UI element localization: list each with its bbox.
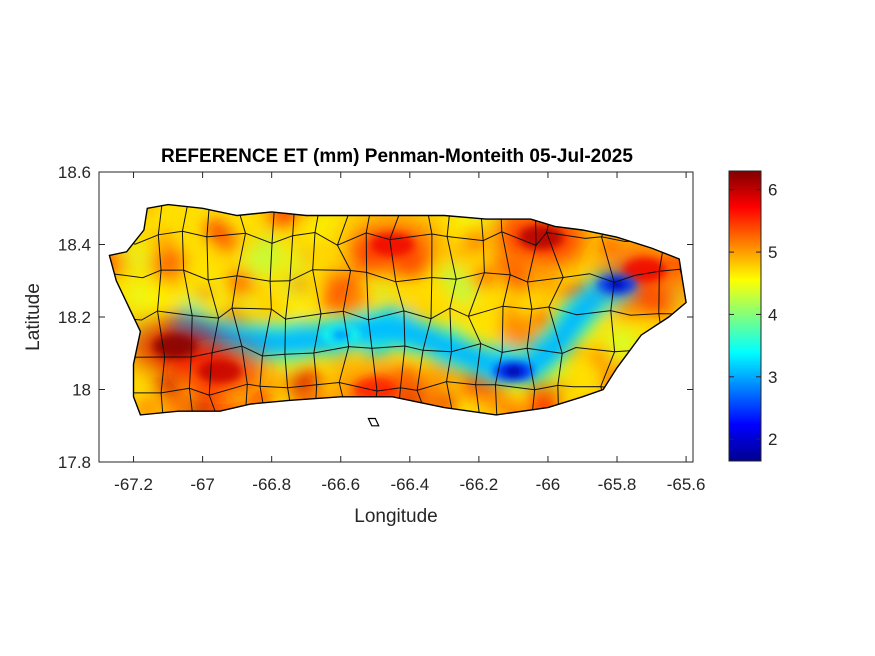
- y-axis-label: Latitude: [23, 283, 44, 351]
- municipality-line: [110, 230, 687, 246]
- field-patch: [501, 301, 520, 321]
- field-patch: [592, 347, 611, 365]
- colorbar-tick-label: 2: [768, 430, 777, 449]
- x-tick-label: -65.6: [667, 475, 706, 494]
- x-tick-label: -66: [536, 475, 561, 494]
- field-patch: [504, 326, 521, 342]
- hotspot-core: [197, 359, 242, 384]
- colorbar-tick-label: 4: [768, 305, 777, 324]
- field-patch: [373, 282, 391, 299]
- field-patch: [145, 291, 179, 326]
- field-patch: [452, 278, 476, 303]
- coldspot-core: [330, 329, 351, 342]
- x-tick-label: -65.8: [598, 475, 637, 494]
- x-tick-label: -67: [190, 475, 215, 494]
- x-axis-label: Longitude: [354, 506, 437, 527]
- y-tick-label: 18.6: [58, 163, 91, 182]
- municipality-line: [109, 343, 687, 358]
- x-axis-ticks: -67.2 -67 -66.8 -66.6 -66.4 -66.2 -66 -65.8 -65.…: [114, 172, 705, 494]
- field-patch: [599, 313, 617, 331]
- hotspot-core: [353, 377, 398, 402]
- field-patch: [266, 211, 284, 229]
- municipality-line: [109, 381, 687, 396]
- coastline: [108, 203, 687, 416]
- hotspot-core: [153, 334, 197, 358]
- coldspot-core: [503, 365, 524, 378]
- field-patch: [502, 264, 534, 296]
- field-patch: [268, 374, 287, 393]
- municipality-boundaries: [109, 204, 687, 415]
- hotspot-core: [370, 232, 415, 257]
- field-patch: [530, 308, 553, 331]
- x-tick-label: -66.8: [252, 475, 291, 494]
- coldspot-core: [607, 278, 627, 291]
- y-tick-label: 17.8: [58, 453, 91, 472]
- field-patch: [493, 253, 511, 270]
- islets: [367, 417, 380, 427]
- y-tick-label: 18.2: [58, 308, 91, 327]
- field-patch: [466, 325, 480, 339]
- field-patch: [109, 248, 123, 277]
- field-patch: [211, 223, 229, 242]
- municipality-line: [109, 268, 681, 283]
- field-patch: [300, 251, 313, 264]
- field-patch: [473, 268, 495, 289]
- field-patch: [291, 234, 307, 251]
- hotspot-core: [519, 225, 563, 250]
- colorbar-ticks: 2 3 4 5 6: [729, 181, 777, 449]
- field-patch: [234, 293, 257, 316]
- x-tick-label: -66.2: [460, 475, 499, 494]
- colorbar: [728, 170, 762, 462]
- chart-title: REFERENCE ET (mm) Penman-Monteith 05-Jul…: [161, 146, 633, 167]
- field-patch: [151, 246, 186, 281]
- y-tick-label: 18: [72, 381, 91, 400]
- field-patch: [305, 210, 340, 244]
- x-tick-label: -67.2: [114, 475, 153, 494]
- low-et-band: [170, 269, 639, 383]
- field-patch: [345, 286, 370, 311]
- field-patch: [254, 296, 288, 330]
- y-tick-label: 18.4: [58, 236, 91, 255]
- colorbar-tick-label: 5: [768, 243, 777, 262]
- field-patch: [158, 373, 182, 397]
- field-patch: [255, 245, 282, 272]
- y-axis-ticks: 17.8 18 18.2 18.4 18.6: [58, 163, 693, 472]
- islet: [367, 417, 380, 427]
- municipality-line: [109, 305, 687, 321]
- x-tick-label: -66.4: [390, 475, 429, 494]
- colorbar-tick-label: 3: [768, 368, 777, 387]
- colorbar-tick-label: 6: [768, 181, 777, 200]
- field-patch: [569, 343, 583, 357]
- low-et-band-inner: [177, 276, 632, 376]
- field-patch: [329, 252, 352, 275]
- field-patch: [463, 230, 485, 252]
- field-patch: [290, 275, 309, 295]
- field-patch: [225, 269, 254, 298]
- x-tick-label: -66.6: [321, 475, 360, 494]
- field-patch: [406, 297, 434, 326]
